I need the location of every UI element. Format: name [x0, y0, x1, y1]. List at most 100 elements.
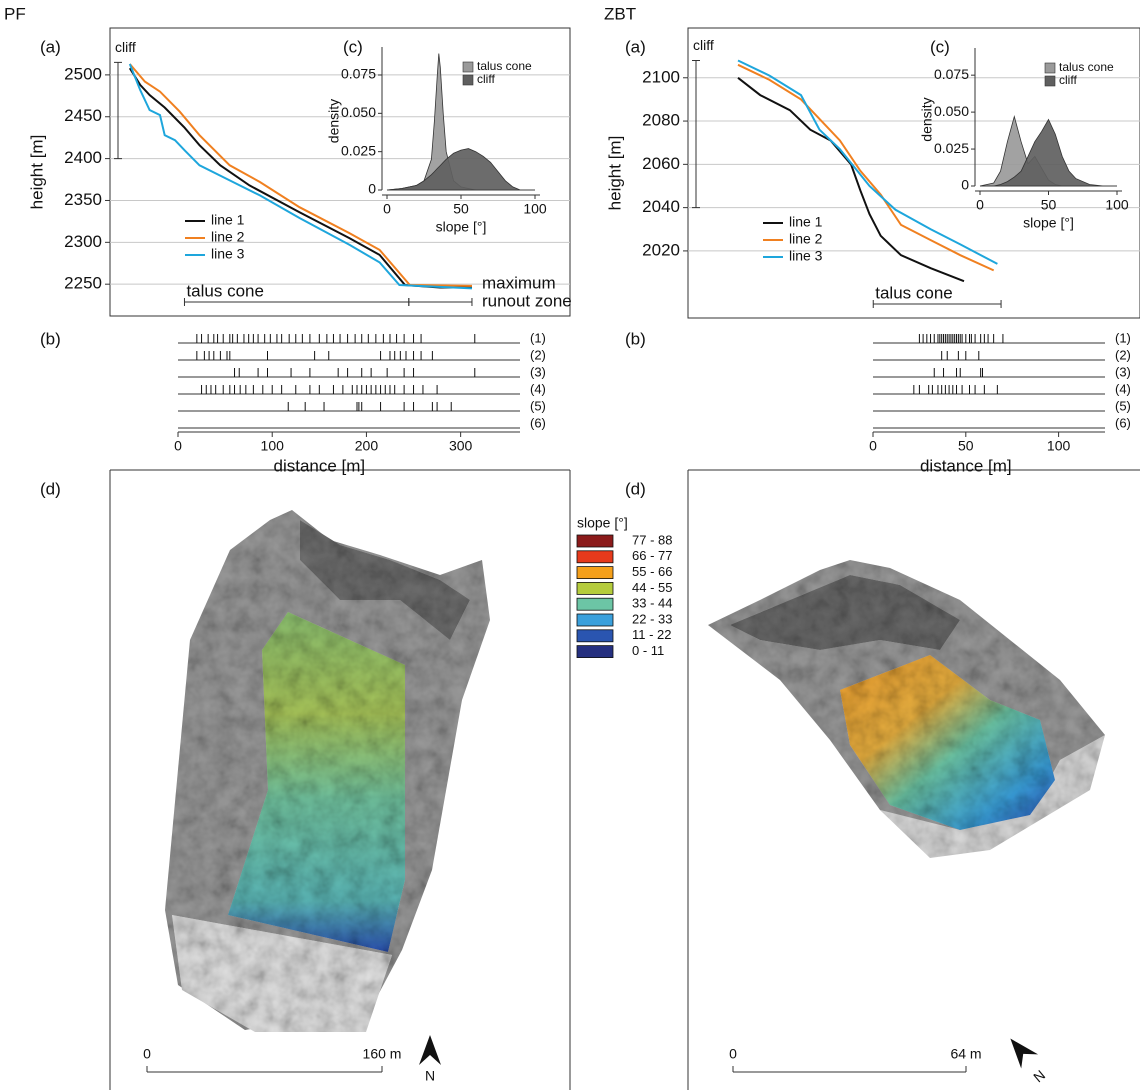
legend-swatch: [1044, 62, 1056, 74]
x-tick-label: 100: [1047, 438, 1071, 454]
x-tick-label: 200: [355, 438, 379, 454]
y-axis-label: height [m]: [605, 136, 624, 211]
row-label: (3): [530, 364, 546, 379]
y-axis-label: density: [919, 97, 935, 141]
panel-label: (c): [930, 37, 950, 56]
data-line: [128, 63, 473, 290]
y-tick-label: 0: [368, 181, 376, 197]
legend-label: 11 - 22: [632, 627, 672, 642]
x-tick-label: 100: [523, 201, 547, 217]
slope-map: [228, 612, 405, 952]
y-tick-label: 2400: [64, 148, 102, 167]
data-line: [129, 63, 473, 287]
x-tick-label: 0: [869, 438, 877, 454]
legend-swatch: [462, 61, 474, 73]
hillshade-light: [880, 735, 1105, 858]
legend-label: 77 - 88: [632, 532, 672, 547]
scale-label: 0: [143, 1046, 151, 1062]
panel-label: (a): [40, 37, 61, 56]
legend-swatch: [576, 582, 614, 595]
hillshade-light: [172, 915, 392, 1032]
legend-label: line 1: [211, 212, 245, 228]
y-tick-label: 0.075: [934, 66, 969, 82]
y-tick-label: 0.050: [934, 103, 969, 119]
row-label: (5): [1115, 398, 1131, 413]
panel-label: (a): [625, 37, 646, 56]
legend-label: 55 - 66: [632, 564, 672, 579]
data-line: [737, 59, 998, 265]
legend-swatch: [576, 550, 614, 564]
legend-swatch: [462, 74, 474, 86]
north-arrow: [419, 1035, 441, 1065]
north-arrow: [1010, 1038, 1039, 1069]
legend-label: line 1: [789, 214, 823, 230]
row-label: (4): [530, 381, 546, 396]
y-tick-label: 2080: [642, 111, 680, 130]
row-label: (2): [1115, 347, 1131, 362]
y-tick-label: 0.025: [341, 142, 376, 158]
map-pf: [109, 469, 571, 1090]
y-tick-label: 0.025: [934, 140, 969, 156]
y-tick-label: 2100: [642, 67, 680, 86]
legend-swatch: [576, 645, 614, 658]
data-line: [737, 63, 995, 272]
plot-frame: [687, 27, 1140, 319]
x-tick-label: 100: [1105, 197, 1129, 213]
north-label: N: [425, 1068, 435, 1084]
density-area: [386, 148, 535, 191]
y-tick-label: 2060: [642, 154, 680, 173]
annotation: cliff: [693, 37, 714, 53]
legend-label: line 3: [789, 248, 823, 264]
y-tick-label: 0.050: [341, 104, 376, 120]
legend-swatch: [576, 597, 614, 611]
legend-swatch: [576, 534, 614, 548]
x-tick-label: 0: [174, 438, 182, 454]
data-line: [128, 67, 472, 289]
scale-label: 64 m: [950, 1046, 981, 1062]
y-axis-label: density: [326, 99, 342, 143]
y-tick-label: 0: [961, 177, 969, 193]
row-label: (5): [530, 398, 546, 413]
scale-bar: [146, 1066, 967, 1073]
x-axis-label: distance [m]: [273, 456, 365, 475]
row-label: (4): [1115, 381, 1131, 396]
x-tick-label: 0: [976, 197, 984, 213]
panel-label: (c): [343, 37, 363, 56]
y-tick-label: 2020: [642, 240, 680, 259]
legend-swatch: [576, 566, 614, 579]
y-tick-label: 2040: [642, 197, 680, 216]
x-axis-label: distance [m]: [920, 456, 1012, 475]
legend-label: 22 - 33: [632, 611, 672, 626]
map-zbt: [687, 469, 1140, 1090]
legend-label: cliff: [1059, 73, 1077, 87]
row-label: (6): [1115, 415, 1131, 430]
legend-label: line 3: [211, 246, 245, 262]
row-label: (6): [530, 415, 546, 430]
legend-label: talus cone: [1059, 60, 1114, 74]
x-axis-label: slope [°]: [436, 219, 487, 235]
legend-title: slope [°]: [577, 515, 628, 531]
row-label: (3): [1115, 364, 1131, 379]
scale-label: 0: [729, 1046, 737, 1062]
legend-label: line 2: [211, 229, 245, 245]
hillshade-dark: [300, 520, 470, 640]
x-tick-label: 50: [958, 438, 974, 454]
annotation-bracket: [872, 300, 1002, 308]
legend-label: 66 - 77: [632, 548, 672, 563]
legend-label: 0 - 11: [632, 643, 664, 658]
scale-label: 160 m: [363, 1046, 402, 1062]
row-label: (1): [530, 330, 546, 345]
x-tick-label: 0: [383, 201, 391, 217]
legend-swatch: [1044, 75, 1056, 87]
y-tick-label: 2350: [64, 190, 102, 209]
y-tick-label: 2450: [64, 106, 102, 125]
legend-swatch: [576, 613, 614, 627]
annotation: talus cone: [186, 281, 264, 300]
x-tick-label: 100: [261, 438, 285, 454]
density-area: [980, 118, 1117, 187]
annotation-bracket: [114, 61, 122, 160]
row-label: (2): [530, 347, 546, 362]
panel-label: (d): [40, 479, 61, 498]
x-tick-label: 50: [1041, 197, 1057, 213]
